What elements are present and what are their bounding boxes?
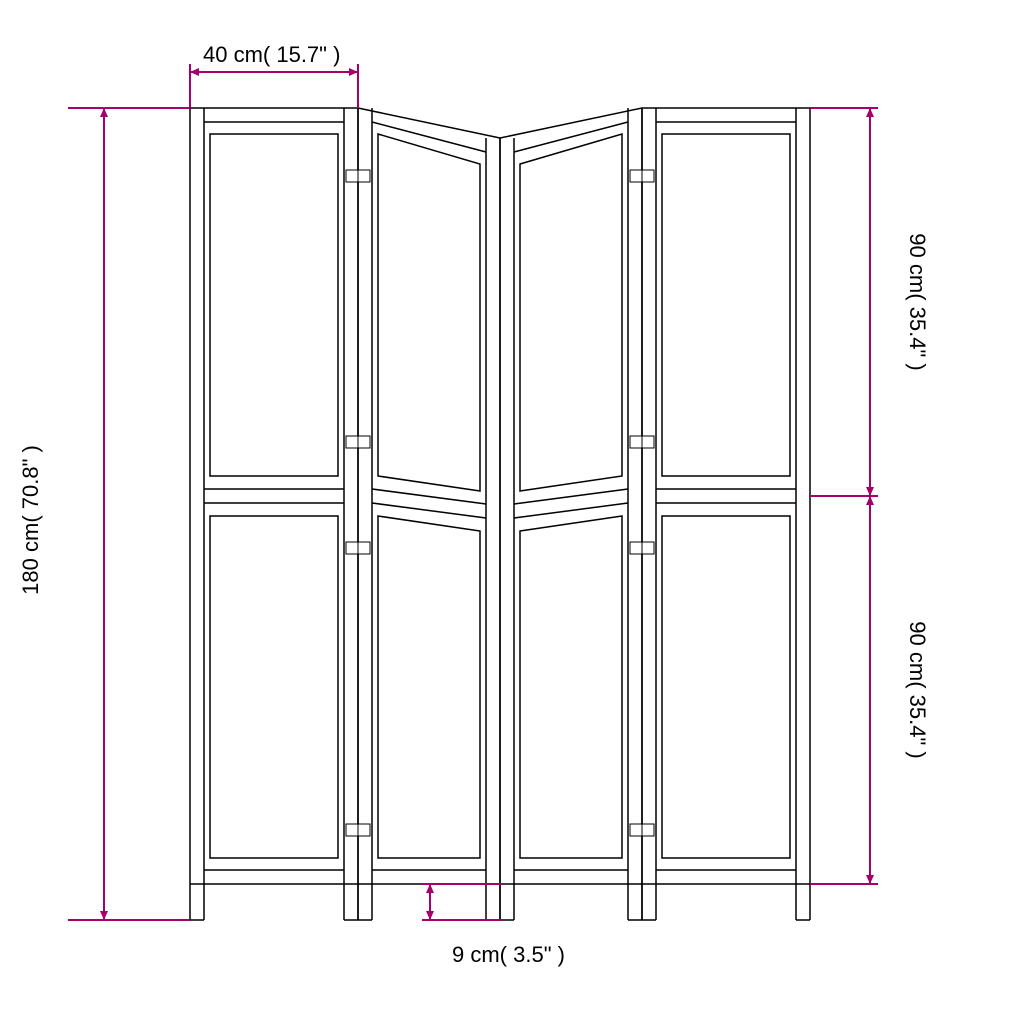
- upper-label: 90 cm( 35.4" ): [905, 233, 930, 370]
- room-divider: [190, 108, 810, 920]
- leg-label: 9 cm( 3.5" ): [452, 942, 565, 967]
- height-label: 180 cm( 70.8" ): [18, 445, 43, 595]
- width-label: 40 cm( 15.7" ): [203, 42, 340, 67]
- dimension-diagram: 40 cm( 15.7" ) 180 cm( 70.8" ) 90 cm( 35…: [0, 0, 1024, 1024]
- lower-label: 90 cm( 35.4" ): [905, 621, 930, 758]
